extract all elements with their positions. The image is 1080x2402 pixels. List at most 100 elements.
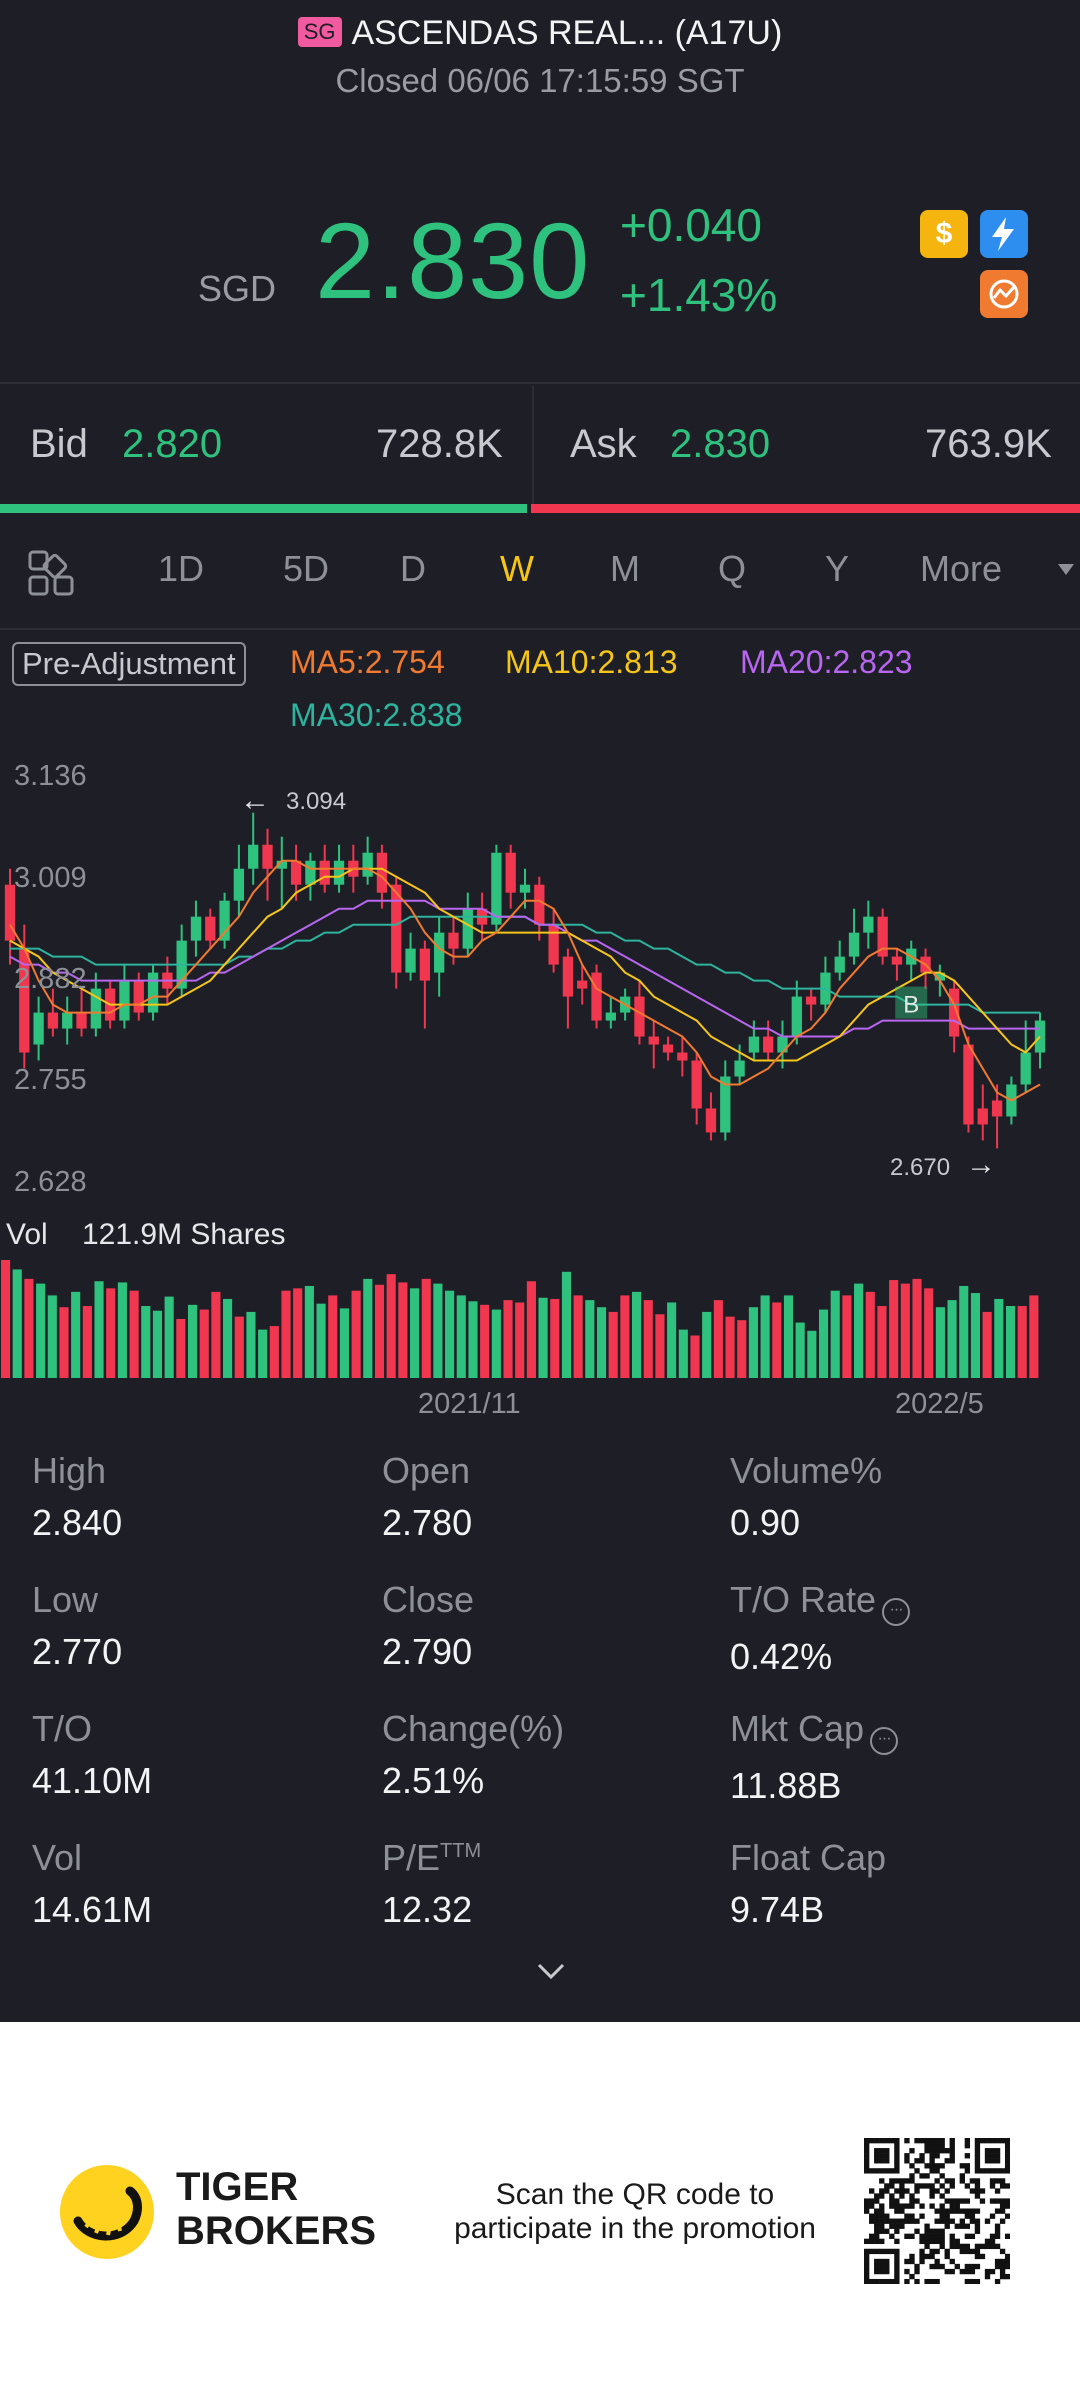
- stat-cell: Close 2.790: [382, 1579, 474, 1673]
- volume-bar: [269, 1326, 279, 1378]
- volume-bar: [12, 1269, 22, 1378]
- stat-value: 2.51%: [382, 1760, 485, 1801]
- stat-value: 12.32: [382, 1889, 473, 1930]
- volume-chart[interactable]: [0, 1260, 1080, 1380]
- volume-bar: [737, 1320, 747, 1378]
- tab-quarter[interactable]: Q: [718, 548, 747, 589]
- volume-bar: [176, 1319, 186, 1378]
- candle: [805, 988, 817, 1021]
- info-icon[interactable]: ···: [870, 1727, 899, 1755]
- volume-bar: [152, 1310, 163, 1378]
- pre-adjustment-button[interactable]: Pre-Adjustment: [12, 642, 246, 686]
- stat-label: Open: [382, 1450, 472, 1492]
- stat-label-sup: TTM: [440, 1840, 482, 1862]
- stat-label: Change(%): [382, 1708, 564, 1750]
- divider: [0, 382, 1080, 384]
- bid-volume-bar: [0, 504, 527, 513]
- candle: [662, 1036, 674, 1061]
- stock-title: SG ASCENDAS REAL... (A17U): [0, 14, 1080, 53]
- stats-grid: High 2.840 Open 2.780 Volume% 0.90 Low 2.770 Clo…: [0, 1450, 1080, 1950]
- lightning-icon[interactable]: [980, 210, 1028, 258]
- candle: [605, 996, 616, 1029]
- volume-bar: [515, 1302, 525, 1378]
- volume-bar: [129, 1290, 139, 1378]
- volume-bar: [854, 1283, 864, 1378]
- stat-label-text: T/O: [32, 1708, 92, 1749]
- volume-bar: [526, 1281, 536, 1378]
- tab-month[interactable]: M: [610, 548, 640, 589]
- stat-label-text: Open: [382, 1450, 471, 1491]
- y-tick-label: 2.628: [14, 1166, 87, 1198]
- tab-year[interactable]: Y: [825, 548, 850, 589]
- candle: [906, 940, 917, 981]
- volume-bar: [199, 1309, 209, 1378]
- stat-value: 0.42%: [730, 1636, 833, 1677]
- candle: [276, 836, 287, 909]
- bid-label: Bid: [30, 422, 88, 466]
- volume-bar: [982, 1311, 992, 1378]
- stat-cell: Low 2.770: [32, 1579, 122, 1673]
- candle: [434, 916, 445, 997]
- stat-cell[interactable]: Mkt Cap ··· 11.88B: [730, 1708, 899, 1807]
- bid-size: 728.8K: [376, 422, 503, 466]
- volume-bar: [632, 1291, 642, 1378]
- candle: [491, 844, 502, 933]
- stock-detail-screen: SG ASCENDAS REAL... (A17U) Closed 06/06 1…: [0, 0, 1080, 2022]
- volume-bar: [573, 1295, 583, 1378]
- stat-cell[interactable]: T/O Rate ··· 0.42%: [730, 1579, 911, 1678]
- volume-bar: [935, 1307, 945, 1378]
- volume-bar: [293, 1288, 303, 1378]
- candle: [534, 876, 545, 941]
- chevron-down-icon[interactable]: [536, 1962, 566, 1985]
- chevron-down-icon[interactable]: [1058, 564, 1074, 575]
- tab-1d[interactable]: 1D: [158, 548, 205, 589]
- grid-glyph: [28, 550, 74, 596]
- candlestick-chart[interactable]: B: [0, 740, 1080, 1210]
- tab-more[interactable]: More: [920, 548, 1003, 589]
- volume-bar: [772, 1302, 782, 1378]
- candle: [33, 996, 44, 1061]
- candle: [963, 1036, 974, 1133]
- volume-bar: [234, 1316, 244, 1378]
- arrow-left-icon: ←: [240, 784, 270, 817]
- ask-size: 763.9K: [925, 422, 1052, 466]
- candle: [577, 964, 588, 1005]
- candle: [505, 844, 516, 909]
- last-price: 2.830: [315, 200, 591, 321]
- volume-bar: [187, 1304, 198, 1378]
- grid-icon[interactable]: [28, 550, 74, 601]
- candle: [705, 1092, 717, 1141]
- dollar-icon[interactable]: $: [920, 210, 968, 258]
- candle: [863, 900, 874, 949]
- stat-label: Close: [382, 1579, 474, 1621]
- stat-label-text: Volume%: [730, 1450, 883, 1491]
- options-icon[interactable]: [980, 270, 1028, 318]
- volume-bar: [94, 1281, 104, 1378]
- candle: [219, 892, 230, 949]
- stat-label-text: High: [32, 1450, 107, 1491]
- tab-5d[interactable]: 5D: [283, 548, 330, 589]
- candle: [190, 900, 202, 957]
- buy-marker[interactable]: B: [895, 986, 928, 1019]
- tab-week[interactable]: W: [500, 548, 534, 589]
- currency-label: SGD: [198, 268, 277, 309]
- candle: [949, 980, 960, 1053]
- info-icon[interactable]: ···: [882, 1598, 911, 1626]
- stat-label-text: Change(%): [382, 1708, 565, 1749]
- candle: [391, 876, 402, 989]
- candle: [305, 852, 316, 901]
- volume-bar: [655, 1314, 665, 1378]
- volume-bar: [877, 1306, 887, 1378]
- brand-name: TIGER BROKERS: [176, 2165, 376, 2253]
- volume-bar: [690, 1335, 700, 1378]
- promo-line: Scan the QR code to: [495, 2178, 775, 2211]
- volume-bar: [748, 1307, 758, 1378]
- volume-bar: [550, 1298, 560, 1378]
- candle: [119, 964, 130, 1029]
- stat-label-text: Float Cap: [730, 1837, 887, 1878]
- candle: [834, 940, 845, 981]
- volume-bar: [141, 1306, 151, 1378]
- stat-cell: T/O 41.10M: [32, 1708, 152, 1802]
- qr-code[interactable]: [864, 2138, 1010, 2284]
- tab-day[interactable]: D: [400, 548, 426, 589]
